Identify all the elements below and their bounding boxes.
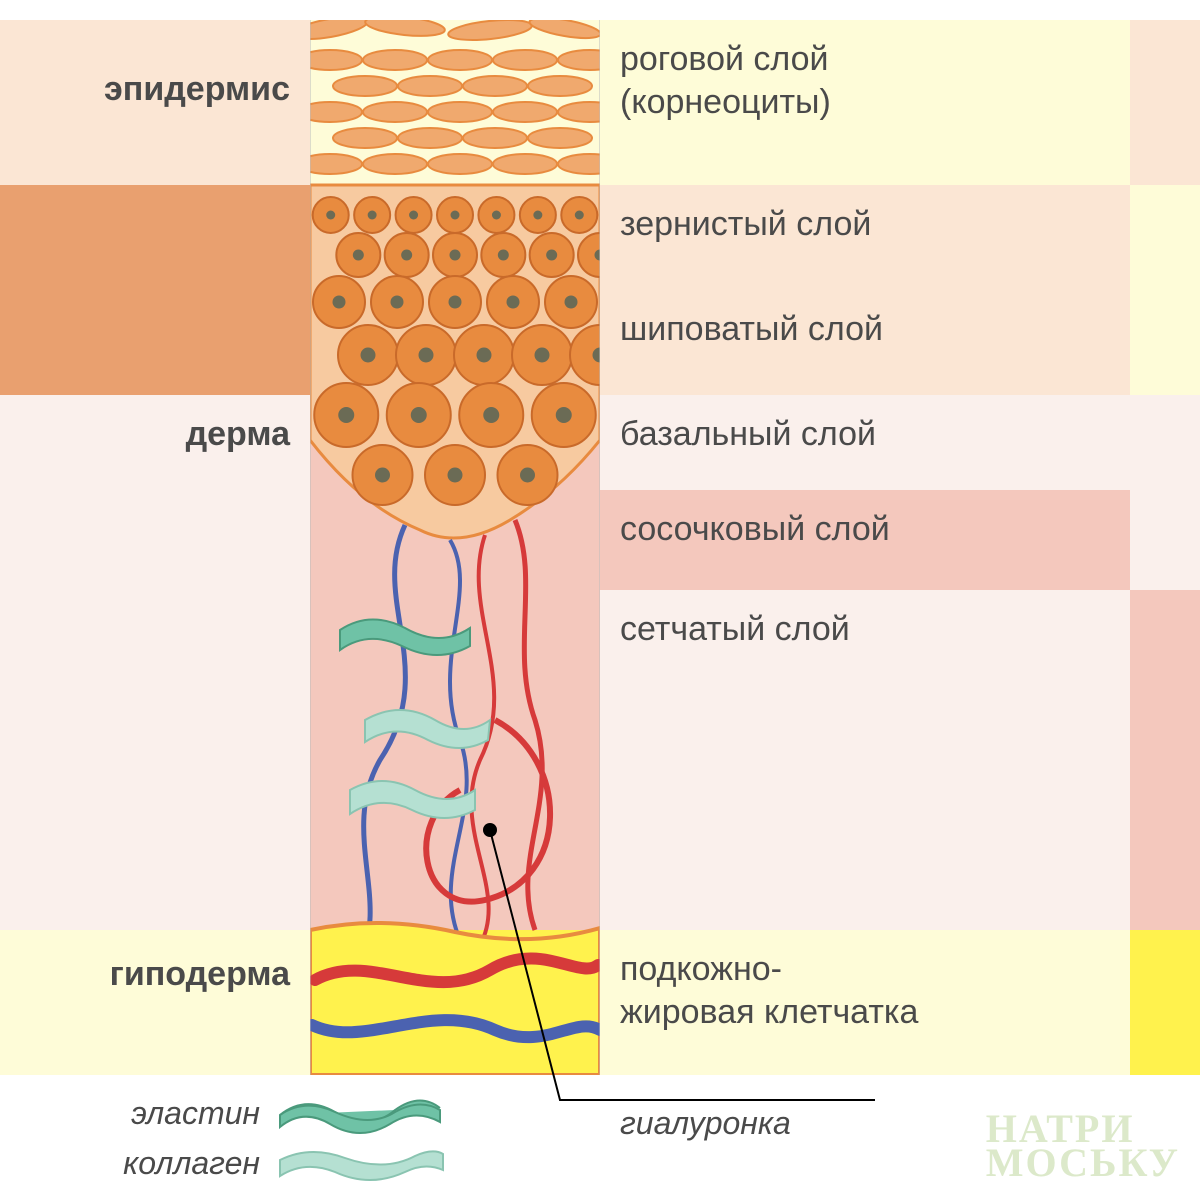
layer-row-3: базальный слой xyxy=(0,395,1200,490)
watermark: НАТРИ МОСЬКУ xyxy=(986,1112,1180,1180)
left-label-2: гиподерма xyxy=(110,955,290,994)
layer-row-4: сосочковый слой xyxy=(0,490,1200,590)
layer-row-2: шиповатый слой xyxy=(0,290,1200,395)
right-label-5: сетчатый слой xyxy=(620,590,850,651)
skin-cross-section xyxy=(310,20,600,1075)
legend-collagen-label: коллаген xyxy=(80,1145,260,1195)
right-label-0: роговой слой (корнеоциты) xyxy=(620,20,831,123)
right-label-1: зернистый слой xyxy=(620,185,871,246)
right-label-2: шиповатый слой xyxy=(620,290,883,351)
left-label-1: дерма xyxy=(186,415,290,454)
layer-row-1: зернистый слой xyxy=(0,185,1200,290)
legend-elastin-label: эластин xyxy=(80,1095,260,1145)
layer-row-6: подкожно- жировая клетчатка xyxy=(0,930,1200,1075)
legend-hyaluron-label: гиалуронка xyxy=(620,1105,791,1142)
right-label-6: подкожно- жировая клетчатка xyxy=(620,930,918,1033)
right-label-3: базальный слой xyxy=(620,395,876,456)
layer-row-5: сетчатый слой xyxy=(0,590,1200,930)
left-label-0: эпидермис xyxy=(104,70,290,109)
legend-swatches xyxy=(275,1090,445,1190)
right-label-4: сосочковый слой xyxy=(620,490,890,551)
